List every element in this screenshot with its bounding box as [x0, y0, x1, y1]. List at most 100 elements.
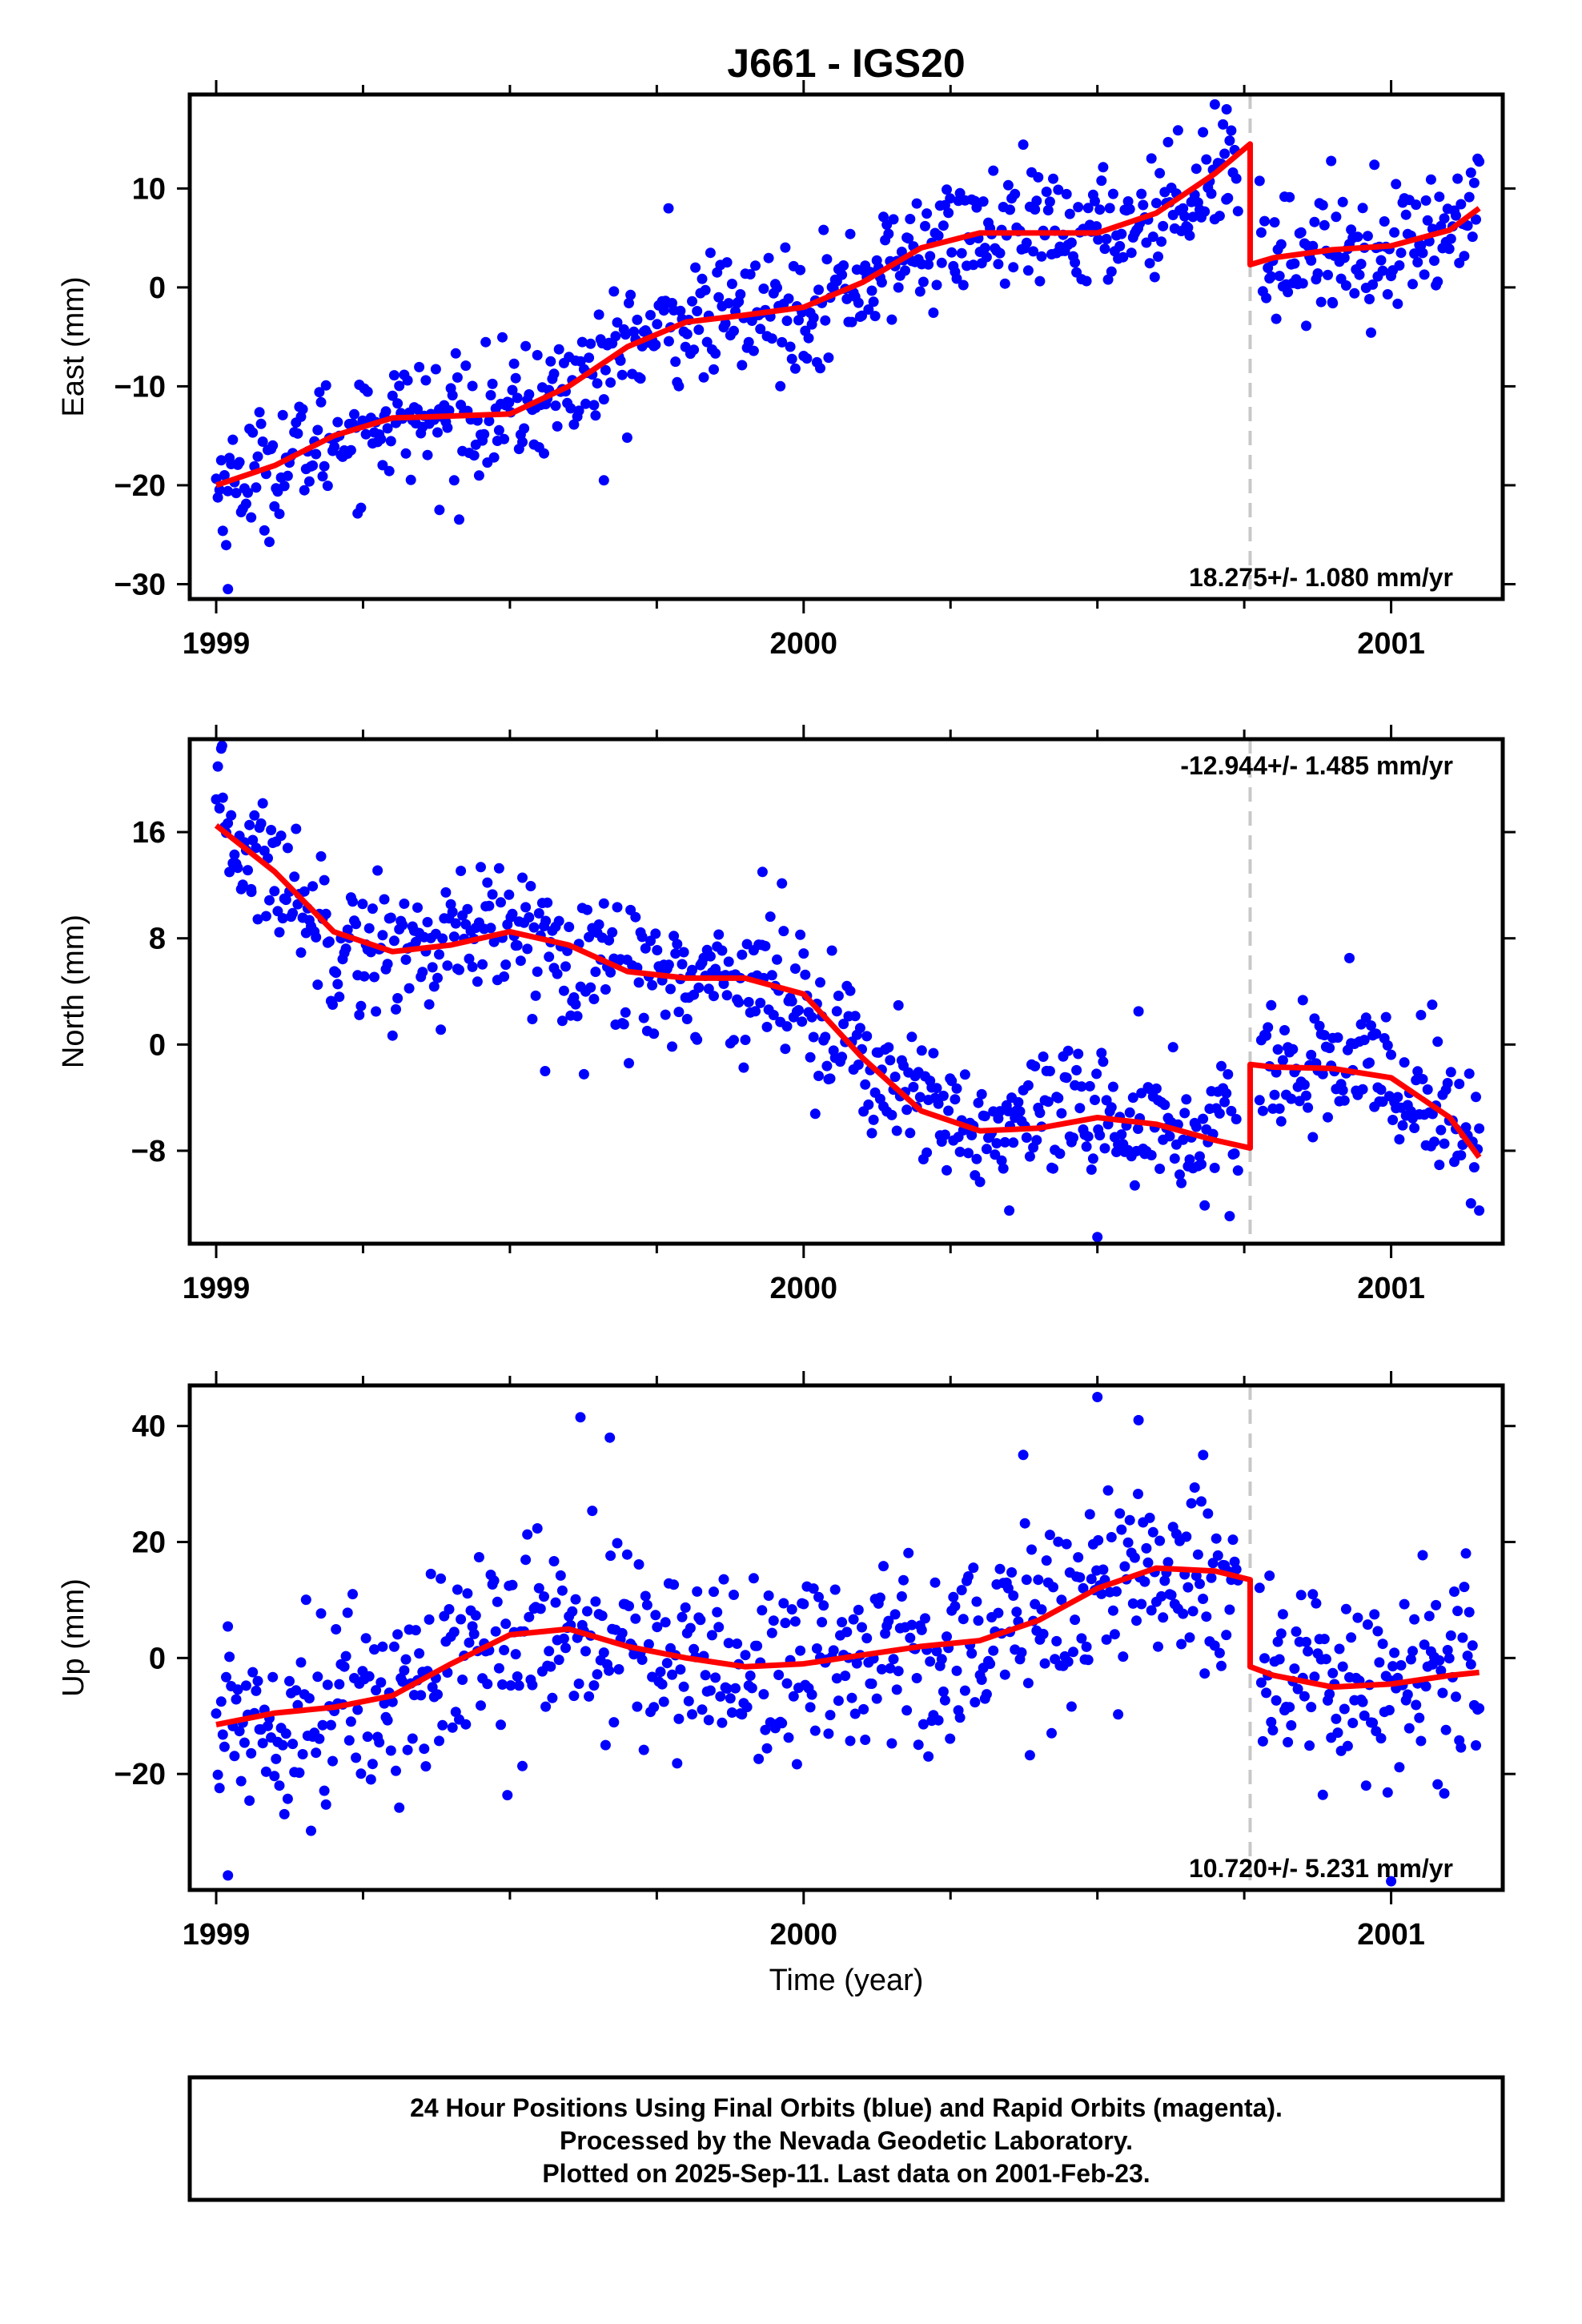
data-point	[743, 996, 754, 1007]
data-point	[693, 324, 705, 336]
data-point	[680, 1602, 691, 1613]
data-point	[515, 955, 526, 967]
data-point	[1417, 1074, 1428, 1084]
data-point	[1417, 1550, 1428, 1561]
data-point	[849, 1708, 861, 1719]
data-point	[630, 911, 641, 923]
data-point	[966, 1648, 978, 1659]
data-point	[1109, 1629, 1120, 1640]
data-point	[251, 1685, 262, 1696]
data-point	[1267, 1725, 1279, 1736]
data-point	[825, 1073, 836, 1084]
data-point	[1198, 1449, 1209, 1461]
data-point	[705, 951, 716, 962]
data-point	[1340, 280, 1351, 291]
data-point	[405, 474, 416, 485]
data-point	[896, 247, 907, 257]
data-point	[1098, 1564, 1109, 1575]
data-point	[1129, 1180, 1140, 1191]
data-point	[476, 862, 486, 873]
data-point	[525, 881, 536, 891]
data-point	[520, 1554, 532, 1566]
data-point	[1046, 1727, 1057, 1739]
data-point	[1207, 1558, 1219, 1569]
data-point	[1082, 1131, 1094, 1142]
data-point	[813, 1591, 824, 1602]
data-point	[757, 866, 768, 878]
data-point	[1392, 1092, 1403, 1103]
data-point	[616, 1627, 628, 1638]
data-point	[640, 1590, 651, 1602]
data-point	[729, 1590, 739, 1600]
data-point	[740, 1650, 751, 1661]
data-point	[490, 1626, 501, 1637]
data-point	[584, 352, 595, 364]
data-point	[1010, 188, 1021, 199]
data-point	[464, 1637, 475, 1648]
data-point	[645, 935, 656, 947]
data-point	[580, 398, 591, 409]
data-point	[976, 1675, 987, 1685]
data-point	[692, 1586, 703, 1597]
data-point	[817, 1617, 828, 1628]
data-point	[1327, 296, 1338, 308]
data-point	[568, 1691, 580, 1702]
data-point	[275, 830, 287, 842]
data-point	[1332, 1727, 1343, 1739]
data-point	[693, 982, 705, 993]
data-point	[942, 1164, 952, 1176]
data-point	[1101, 1634, 1112, 1645]
data-point	[605, 1550, 616, 1562]
data-point	[462, 903, 473, 915]
data-point	[442, 422, 453, 433]
data-point	[377, 930, 388, 941]
data-point	[315, 396, 327, 408]
data-point	[1464, 191, 1475, 203]
data-point	[1039, 1658, 1050, 1669]
data-point	[1209, 99, 1220, 110]
data-point	[1372, 1626, 1383, 1637]
data-point	[274, 927, 285, 938]
data-point	[1223, 1069, 1234, 1080]
data-point	[697, 273, 708, 284]
data-point	[745, 1671, 756, 1681]
data-point	[600, 984, 611, 995]
data-point	[780, 1043, 791, 1055]
data-point	[1176, 1177, 1187, 1188]
y-tick-label: 0	[149, 1642, 166, 1675]
data-point	[1323, 269, 1333, 280]
data-point	[876, 277, 887, 288]
data-point	[592, 1669, 603, 1680]
data-point	[487, 378, 498, 389]
data-point	[367, 1759, 378, 1770]
data-point	[387, 1696, 398, 1707]
data-point	[946, 247, 958, 258]
data-point	[555, 1570, 566, 1581]
data-point	[1093, 234, 1104, 245]
data-point	[427, 962, 438, 973]
data-point	[643, 1638, 654, 1650]
data-point	[760, 940, 771, 951]
data-point	[925, 1656, 936, 1667]
data-point	[1227, 1534, 1239, 1546]
data-point	[1419, 1639, 1430, 1651]
data-point	[1427, 999, 1438, 1011]
data-point	[1189, 1482, 1200, 1493]
data-point	[1071, 1064, 1082, 1076]
y-tick-label: −10	[114, 370, 166, 404]
data-point	[365, 947, 376, 958]
data-point	[552, 420, 563, 432]
data-point	[1457, 1632, 1468, 1643]
data-point	[488, 452, 500, 463]
data-point	[592, 378, 603, 389]
data-point	[1033, 171, 1044, 183]
east-frame	[187, 92, 1505, 601]
data-point	[1367, 279, 1379, 290]
data-point	[387, 390, 398, 401]
data-point	[906, 1619, 917, 1630]
data-point	[1041, 187, 1052, 197]
data-point	[295, 947, 307, 958]
data-point	[568, 419, 580, 430]
data-point	[906, 1031, 917, 1043]
data-point	[331, 967, 342, 979]
